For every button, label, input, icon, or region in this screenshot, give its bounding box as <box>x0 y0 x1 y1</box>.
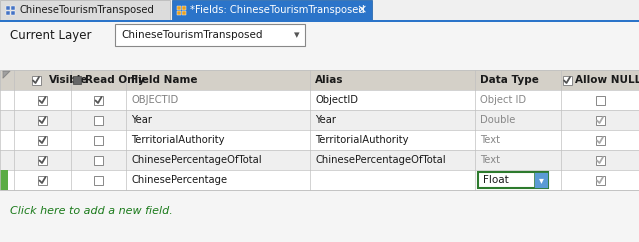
Text: Year: Year <box>315 115 336 125</box>
Bar <box>0 90 639 110</box>
Text: ▾: ▾ <box>294 30 300 40</box>
Bar <box>182 11 186 15</box>
Text: Object ID: Object ID <box>480 95 526 105</box>
Bar <box>534 172 548 188</box>
Text: Alias: Alias <box>315 75 344 85</box>
Text: *Fields: ChineseTourismTransposed: *Fields: ChineseTourismTransposed <box>190 5 365 15</box>
Bar <box>177 6 181 10</box>
Bar <box>596 175 604 184</box>
Text: ▾: ▾ <box>539 175 543 185</box>
Text: TerritorialAuthority: TerritorialAuthority <box>315 135 408 145</box>
Bar <box>0 130 639 150</box>
Bar <box>0 0 170 20</box>
Bar <box>596 136 604 144</box>
Text: Visible: Visible <box>49 75 88 85</box>
Bar <box>115 24 305 46</box>
Bar <box>11 11 15 15</box>
Bar <box>478 172 548 188</box>
Text: Year: Year <box>131 115 152 125</box>
Bar <box>0 20 639 22</box>
Text: Field Name: Field Name <box>131 75 197 85</box>
Bar <box>38 96 47 105</box>
Bar <box>38 115 47 124</box>
Bar <box>0 70 639 190</box>
Text: ×: × <box>357 3 367 16</box>
Bar <box>0 150 639 170</box>
Bar <box>94 175 103 184</box>
Text: Float: Float <box>483 175 509 185</box>
Text: Text: Text <box>480 135 500 145</box>
Bar <box>94 96 103 105</box>
Text: Allow NULL: Allow NULL <box>575 75 639 85</box>
Bar <box>11 6 15 10</box>
Bar <box>172 0 372 20</box>
Bar <box>38 175 47 184</box>
Text: ChinesePercentage: ChinesePercentage <box>131 175 227 185</box>
Bar <box>0 70 639 90</box>
Bar <box>38 136 47 144</box>
Bar <box>94 136 103 144</box>
Bar <box>562 76 571 84</box>
Bar <box>596 115 604 124</box>
Bar <box>31 76 40 84</box>
Bar <box>596 156 604 165</box>
Text: TerritorialAuthority: TerritorialAuthority <box>131 135 224 145</box>
Text: Click here to add a new field.: Click here to add a new field. <box>10 206 173 216</box>
Bar <box>0 170 8 190</box>
Polygon shape <box>3 71 10 78</box>
Text: OBJECTID: OBJECTID <box>131 95 178 105</box>
Bar <box>182 6 186 10</box>
Bar <box>0 110 639 130</box>
Text: Double: Double <box>480 115 516 125</box>
Text: ChineseTourismTransposed: ChineseTourismTransposed <box>121 30 263 40</box>
Text: ChinesePercentageOfTotal: ChinesePercentageOfTotal <box>131 155 261 165</box>
Text: Text: Text <box>480 155 500 165</box>
Bar <box>38 156 47 165</box>
Bar <box>0 0 639 20</box>
Bar <box>6 11 10 15</box>
Bar <box>0 170 639 190</box>
Bar <box>6 6 10 10</box>
Text: Read Only: Read Only <box>85 75 145 85</box>
Text: ChineseTourismTransposed: ChineseTourismTransposed <box>20 5 155 15</box>
Bar <box>177 11 181 15</box>
Text: Current Layer: Current Layer <box>10 29 91 41</box>
Bar <box>94 115 103 124</box>
Bar <box>94 156 103 165</box>
Bar <box>73 76 81 84</box>
Text: Data Type: Data Type <box>480 75 539 85</box>
Bar <box>596 96 604 105</box>
Text: ObjectID: ObjectID <box>315 95 358 105</box>
Text: ChinesePercentageOfTotal: ChinesePercentageOfTotal <box>315 155 445 165</box>
